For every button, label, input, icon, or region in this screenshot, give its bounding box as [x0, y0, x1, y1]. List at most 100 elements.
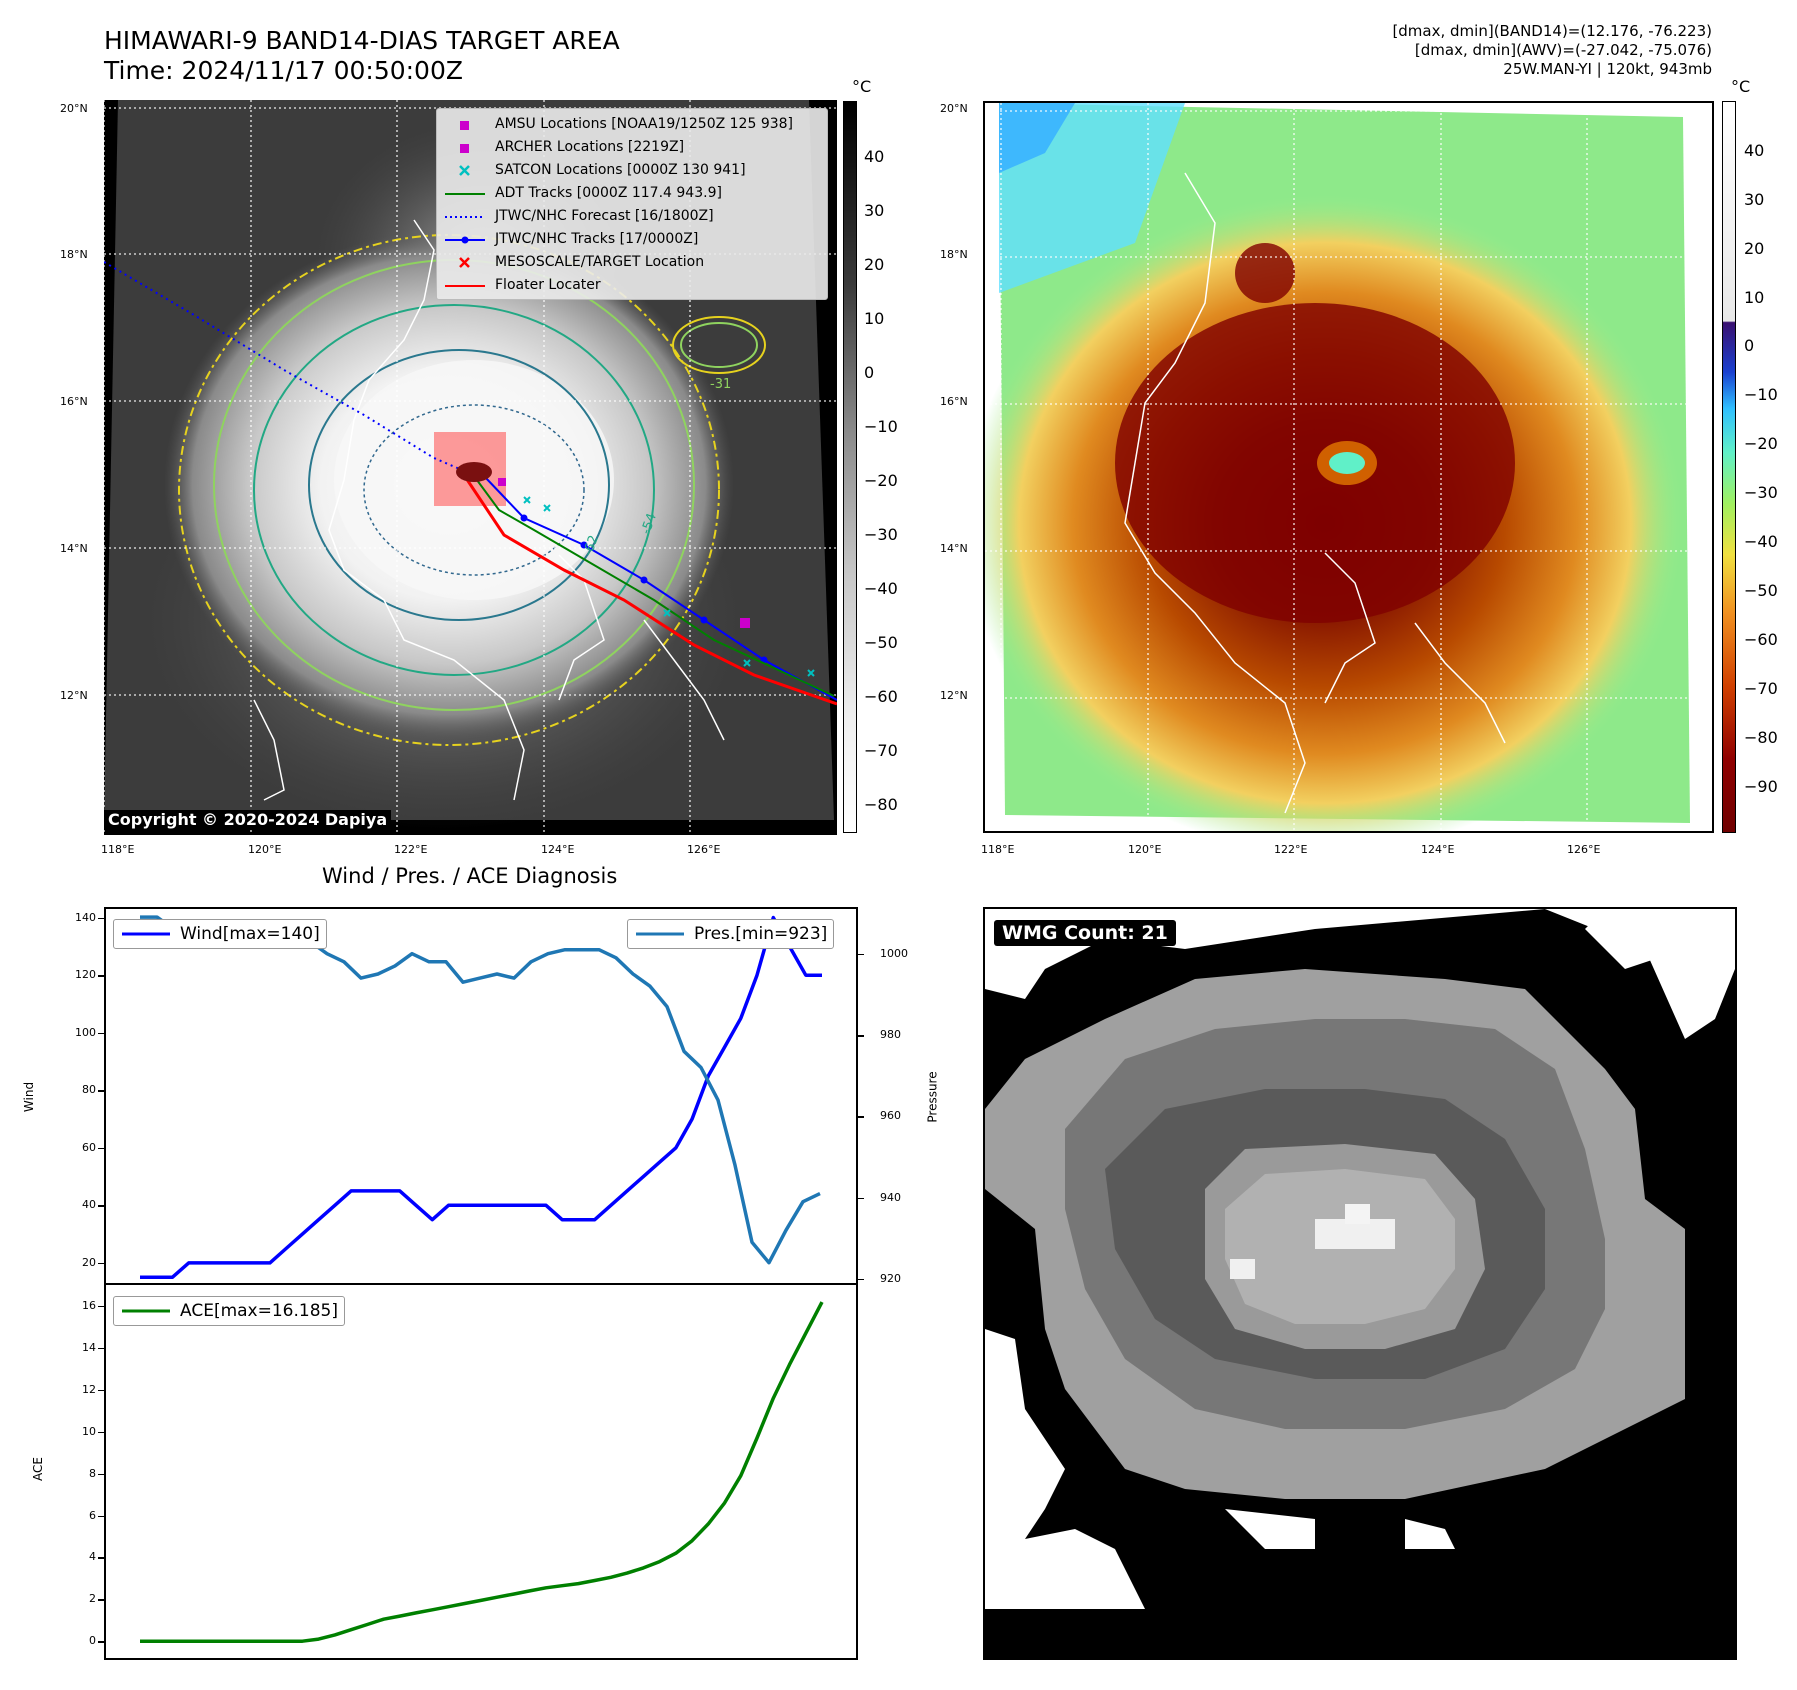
ace-series-line	[140, 1301, 824, 1643]
wind-legend-label: Wind[max=140]	[180, 924, 320, 944]
lon-tick: 126°E	[687, 843, 721, 856]
contour-label-3: -31	[710, 377, 731, 392]
color-map-image	[985, 103, 1712, 831]
pres-ylabel: Pressure	[925, 1071, 940, 1123]
colorbar-tick: −70	[864, 741, 898, 760]
lat-tick: 16°N	[60, 395, 88, 408]
lon-tick: 118°E	[101, 843, 135, 856]
chart-time: Time: 2024/11/17 00:50:00Z	[104, 56, 463, 85]
axis-tick-mark	[98, 1641, 104, 1643]
legend-amsu: AMSU Locations [NOAA19/1250Z 125 938]	[443, 113, 819, 136]
colorbar-tick: −10	[864, 417, 898, 436]
legend-label: ADT Tracks [0000Z 117.4 943.9]	[495, 185, 722, 201]
ace-legend: ACE[max=16.185]	[113, 1296, 345, 1326]
axis-tick-label: 10	[82, 1424, 96, 1438]
axis-tick-mark	[98, 1557, 104, 1559]
axis-tick-mark	[98, 1032, 104, 1035]
axis-tick-label: 100	[75, 1025, 96, 1039]
axis-tick-mark	[98, 1147, 104, 1150]
colorbar-tick: −80	[1744, 728, 1778, 747]
axis-tick-mark	[98, 1389, 104, 1392]
legend-label: JTWC/NHC Forecast [16/1800Z]	[495, 208, 714, 224]
dotted-line-icon	[445, 215, 485, 218]
lat-tick: 12°N	[940, 689, 968, 702]
colorbar-tick: −40	[1744, 532, 1778, 551]
colorbar-tick: 20	[864, 255, 885, 274]
axis-tick-label: 14	[82, 1340, 96, 1354]
copyright-label: Copyright © 2020-2024 Dapiya	[104, 810, 392, 830]
ace-plot	[140, 1301, 824, 1643]
wmg-count-badge: WMG Count: 21	[994, 920, 1176, 946]
axis-tick-label: 40	[82, 1198, 96, 1212]
contour-label-2: -62	[581, 533, 602, 558]
axis-tick-label: 80	[82, 1083, 96, 1097]
wmg-panel	[983, 907, 1737, 1660]
line-dot-icon	[445, 236, 485, 243]
info-awv: [dmax, dmin](AWV)=(-27.042, -75.076)	[1414, 41, 1712, 59]
lat-tick: 16°N	[940, 395, 968, 408]
colorbar-tick: −20	[864, 471, 898, 490]
colorbar-tick: −30	[1744, 483, 1778, 502]
diagnosis-title: Wind / Pres. / ACE Diagnosis	[322, 864, 618, 888]
info-storm: 25W.MAN-YI | 120kt, 943mb	[1503, 60, 1712, 78]
colorbar-tick: 10	[1744, 288, 1765, 307]
colorbar-tick: 10	[864, 309, 885, 328]
lon-tick: 124°E	[541, 843, 575, 856]
axis-tick-label: 8	[89, 1466, 96, 1480]
colorbar-tick: −80	[864, 795, 898, 814]
axis-tick-label: 16	[82, 1298, 96, 1312]
wmg-image	[985, 909, 1735, 1658]
legend-label: ARCHER Locations [2219Z]	[495, 139, 685, 155]
axis-tick-mark	[98, 1205, 104, 1207]
axis-tick-mark	[858, 1197, 864, 1200]
axis-tick-mark	[98, 1090, 104, 1092]
legend-label: JTWC/NHC Tracks [17/0000Z]	[495, 231, 699, 247]
axis-tick-label: 20	[82, 1255, 96, 1269]
lon-tick: 126°E	[1567, 843, 1601, 856]
wind-line-icon	[122, 932, 170, 936]
lon-tick: 122°E	[394, 843, 428, 856]
color-map-panel	[983, 101, 1714, 833]
colorbar-tick: −50	[864, 633, 898, 652]
axis-tick-mark	[98, 1473, 104, 1476]
colorbar-tick: −70	[1744, 679, 1778, 698]
lon-tick: 118°E	[981, 843, 1015, 856]
wind-legend: Wind[max=140]	[113, 919, 327, 949]
legend-label: MESOSCALE/TARGET Location	[495, 254, 705, 270]
line-marker-icon	[445, 284, 485, 287]
info-band14: [dmax, dmin](BAND14)=(12.176, -76.223)	[1392, 22, 1712, 40]
axis-tick-mark	[98, 917, 104, 920]
line-marker-icon	[445, 192, 485, 195]
lon-tick: 124°E	[1421, 843, 1455, 856]
colorbar-tick: −50	[1744, 581, 1778, 600]
axis-tick-label: 940	[880, 1190, 901, 1204]
colorbar-right-unit: °C	[1731, 77, 1751, 96]
colorbar-left-unit: °C	[852, 77, 872, 96]
legend-archer: ARCHER Locations [2219Z]	[443, 136, 819, 159]
contour-label-1: -54	[639, 511, 660, 536]
colorbar-tick: 0	[1744, 336, 1755, 355]
legend-forecast: JTWC/NHC Forecast [16/1800Z]	[443, 205, 819, 228]
lon-tick: 120°E	[1128, 843, 1162, 856]
colorbar-tick: −10	[1744, 385, 1778, 404]
square-marker-icon	[460, 120, 469, 130]
legend-jtwc: JTWC/NHC Tracks [17/0000Z]	[443, 228, 819, 251]
axis-tick-label: 920	[880, 1271, 901, 1285]
colorbar-tick: 0	[864, 363, 875, 382]
colorbar-tick: −40	[864, 579, 898, 598]
pres-legend-label: Pres.[min=923]	[694, 924, 828, 944]
lat-tick: 12°N	[60, 689, 88, 702]
axis-tick-label: 2	[89, 1592, 96, 1606]
lat-tick: 14°N	[940, 542, 968, 555]
wind-pres-panel	[104, 907, 858, 1285]
axis-tick-mark	[858, 1278, 864, 1281]
colorbar-tick: −20	[1744, 434, 1778, 453]
axis-tick-mark	[98, 1262, 104, 1265]
lat-tick: 18°N	[60, 248, 88, 261]
axis-tick-mark	[98, 1515, 104, 1517]
axis-tick-label: 120	[75, 968, 96, 982]
legend-label: AMSU Locations [NOAA19/1250Z 125 938]	[495, 116, 794, 132]
x-marker-icon	[459, 164, 470, 176]
lat-tick: 20°N	[940, 102, 968, 115]
square-marker-icon	[460, 143, 469, 153]
